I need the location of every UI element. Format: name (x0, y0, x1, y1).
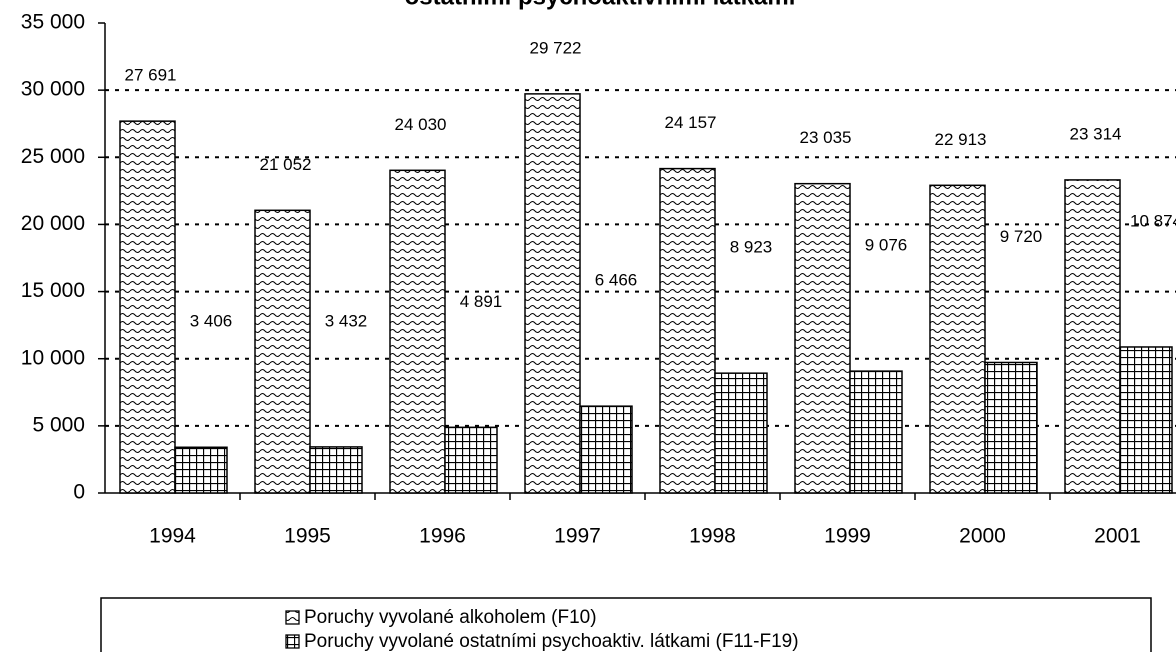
bar (1064, 179, 1121, 494)
value-label: 3 432 (325, 311, 368, 330)
legend-label: Poruchy vyvolané ostatními psychoaktiv. … (304, 631, 799, 652)
bar (254, 209, 311, 494)
x-tick-label: 2000 (959, 525, 1006, 548)
bar (929, 184, 986, 494)
legend-label: Poruchy vyvolané alkoholem (F10) (304, 607, 597, 628)
bar (984, 361, 1038, 494)
value-label: 4 891 (460, 292, 503, 311)
value-label: 9 076 (865, 236, 908, 255)
bar (309, 446, 363, 494)
bar (524, 93, 581, 494)
value-label: 24 030 (395, 115, 447, 134)
y-tick-label: 10 000 (21, 346, 85, 369)
bar (794, 182, 851, 494)
y-tick-label: 5 000 (32, 413, 85, 436)
value-label: 23 314 (1070, 124, 1122, 143)
value-label: 6 466 (595, 271, 638, 290)
bar (714, 372, 768, 494)
legend-swatch (285, 634, 300, 649)
x-tick-label: 1999 (824, 525, 871, 548)
value-label: 3 406 (190, 312, 233, 331)
y-tick-label: 0 (73, 481, 85, 504)
y-tick-label: 30 000 (21, 78, 85, 101)
value-label: 27 691 (125, 66, 177, 85)
bar (849, 370, 903, 494)
value-label: 29 722 (530, 38, 582, 57)
y-tick-label: 15 000 (21, 279, 85, 302)
bar (444, 426, 498, 494)
value-label: 22 913 (935, 130, 987, 149)
value-label: 9 720 (1000, 227, 1043, 246)
y-tick-label: 20 000 (21, 212, 85, 235)
bar (119, 120, 176, 494)
x-tick-label: 1996 (419, 525, 466, 548)
value-label: 10 874 (1130, 211, 1176, 230)
bar (174, 446, 228, 494)
chart-title: ostatními psychoaktivními látkami (405, 0, 796, 10)
legend-box (100, 597, 1152, 652)
x-tick-label: 1995 (284, 525, 331, 548)
value-label: 23 035 (800, 128, 852, 147)
value-label: 21 052 (260, 155, 312, 174)
bar (389, 169, 446, 494)
x-tick-label: 1997 (554, 525, 601, 548)
y-tick-label: 35 000 (21, 11, 85, 34)
bar (579, 405, 633, 494)
y-tick-label: 25 000 (21, 145, 85, 168)
x-tick-label: 2001 (1094, 525, 1141, 548)
x-tick-label: 1998 (689, 525, 736, 548)
x-tick-label: 1994 (149, 525, 196, 548)
bar (659, 167, 716, 494)
value-label: 8 923 (730, 238, 773, 257)
bar (1119, 346, 1173, 494)
legend-swatch (285, 610, 300, 625)
value-label: 24 157 (665, 113, 717, 132)
